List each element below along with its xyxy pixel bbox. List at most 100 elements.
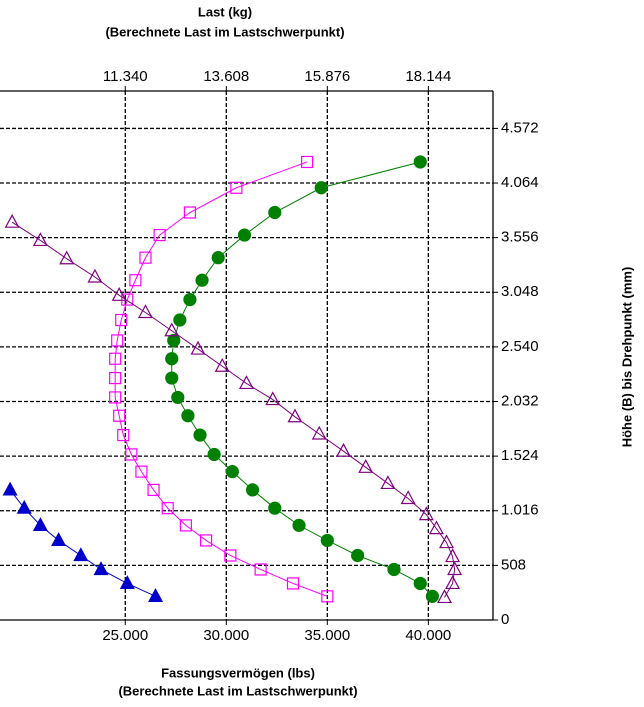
y-tick-label: 4.064: [501, 174, 539, 191]
series-line: [9, 489, 156, 597]
x-tick-label: 25.000: [102, 627, 148, 644]
marker: [137, 304, 153, 319]
marker: [171, 390, 185, 405]
marker: [425, 589, 439, 603]
marker: [439, 534, 455, 549]
marker: [335, 442, 351, 457]
marker: [73, 547, 89, 562]
x-tick-label: 30.000: [203, 627, 249, 644]
marker: [428, 520, 444, 535]
x2-tick-label: 11.340: [103, 68, 148, 85]
x-tick-label: 35.000: [304, 627, 350, 644]
x2-axis-subtitle: (Berechnete Last im Lastschwerpunkt): [105, 24, 344, 39]
marker: [119, 575, 135, 590]
marker: [199, 534, 213, 547]
y-axis-title: Höhe (B) bis Drehpunkt (mm): [619, 267, 634, 448]
marker: [165, 371, 179, 385]
marker: [167, 333, 181, 348]
marker: [115, 313, 128, 327]
marker: [400, 490, 416, 505]
marker: [292, 518, 306, 532]
y-tick-label: 508: [501, 556, 526, 573]
marker: [32, 232, 48, 247]
marker: [135, 465, 148, 478]
marker: [207, 447, 221, 462]
marker: [237, 228, 252, 242]
marker: [179, 519, 192, 532]
marker: [311, 425, 327, 440]
x2-axis-title: Last (kg): [198, 4, 252, 19]
marker: [265, 391, 281, 406]
marker: [211, 251, 225, 265]
marker: [109, 371, 122, 385]
marker: [147, 483, 160, 497]
marker: [59, 250, 75, 265]
marker: [224, 549, 237, 562]
marker: [87, 268, 103, 283]
marker: [183, 206, 197, 219]
marker: [125, 448, 138, 461]
x2-tick-label: 13.608: [203, 68, 249, 85]
marker: [16, 499, 32, 514]
y-tick-label: 3.556: [501, 229, 539, 246]
marker: [2, 481, 18, 496]
marker: [230, 181, 243, 194]
y-tick-label: 2.032: [501, 392, 539, 409]
x-tick-label: 40.000: [405, 627, 451, 644]
marker: [225, 465, 239, 479]
marker: [358, 459, 374, 473]
marker: [193, 428, 207, 442]
marker: [109, 352, 122, 365]
marker: [413, 576, 427, 591]
x-axis-subtitle: (Berechnete Last im Lastschwerpunkt): [118, 683, 357, 698]
marker: [320, 533, 334, 548]
marker: [4, 213, 20, 228]
marker: [148, 588, 164, 602]
marker: [447, 561, 463, 576]
marker: [32, 517, 48, 531]
marker: [161, 502, 174, 515]
marker: [129, 274, 142, 287]
marker: [287, 408, 303, 423]
series-line: [11, 221, 456, 598]
marker: [165, 352, 179, 366]
marker: [254, 563, 267, 576]
marker: [387, 562, 401, 577]
marker: [445, 548, 461, 563]
marker: [437, 589, 453, 604]
y-tick-label: 3.048: [501, 283, 539, 300]
marker: [117, 428, 130, 442]
marker: [164, 322, 180, 337]
marker: [113, 409, 126, 422]
marker: [268, 501, 282, 515]
marker: [195, 273, 209, 287]
marker: [301, 155, 314, 169]
y-tick-label: 2.540: [501, 338, 539, 355]
y-tick-label: 4.572: [501, 119, 539, 136]
marker: [314, 181, 328, 195]
marker: [153, 228, 166, 242]
marker: [418, 506, 434, 521]
marker: [268, 205, 282, 220]
marker: [173, 313, 187, 327]
marker: [190, 340, 206, 355]
marker: [445, 575, 461, 590]
y-tick-label: 1.524: [501, 447, 539, 464]
marker: [93, 561, 109, 576]
y-tick-label: 1.016: [501, 502, 539, 519]
marker: [109, 391, 122, 404]
marker: [111, 334, 124, 347]
marker: [321, 590, 334, 603]
marker: [181, 409, 195, 423]
marker: [51, 532, 67, 547]
series-line: [114, 161, 328, 597]
marker: [286, 577, 300, 590]
marker: [214, 357, 230, 372]
y-tick-label: 0: [501, 611, 509, 628]
marker: [139, 251, 152, 264]
marker: [245, 483, 260, 497]
marker: [183, 292, 197, 307]
x2-tick-label: 18.144: [405, 68, 451, 85]
